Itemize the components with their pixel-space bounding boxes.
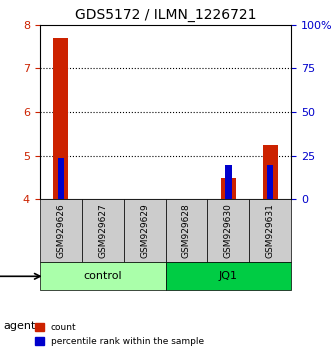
FancyBboxPatch shape	[40, 262, 166, 290]
Text: GSM929630: GSM929630	[224, 204, 233, 258]
Text: GSM929629: GSM929629	[140, 204, 149, 258]
Bar	[263, 145, 278, 199]
Title: GDS5172 / ILMN_1226721: GDS5172 / ILMN_1226721	[75, 8, 256, 22]
Bar	[221, 178, 236, 199]
Text: GSM929627: GSM929627	[98, 204, 107, 258]
Bar	[225, 165, 232, 199]
Text: control: control	[83, 271, 122, 281]
Text: JQ1: JQ1	[219, 271, 238, 281]
Text: GSM929628: GSM929628	[182, 204, 191, 258]
FancyBboxPatch shape	[166, 262, 291, 290]
Legend: count, percentile rank within the sample: count, percentile rank within the sample	[31, 320, 208, 349]
FancyBboxPatch shape	[249, 199, 291, 262]
FancyBboxPatch shape	[123, 199, 166, 262]
Text: GSM929626: GSM929626	[56, 204, 65, 258]
Bar	[58, 158, 64, 199]
FancyBboxPatch shape	[208, 199, 249, 262]
FancyBboxPatch shape	[166, 199, 208, 262]
Bar	[267, 165, 273, 199]
FancyBboxPatch shape	[82, 199, 123, 262]
Text: GSM929631: GSM929631	[266, 204, 275, 258]
FancyBboxPatch shape	[40, 199, 82, 262]
Text: agent: agent	[3, 321, 36, 331]
Bar	[53, 38, 68, 199]
